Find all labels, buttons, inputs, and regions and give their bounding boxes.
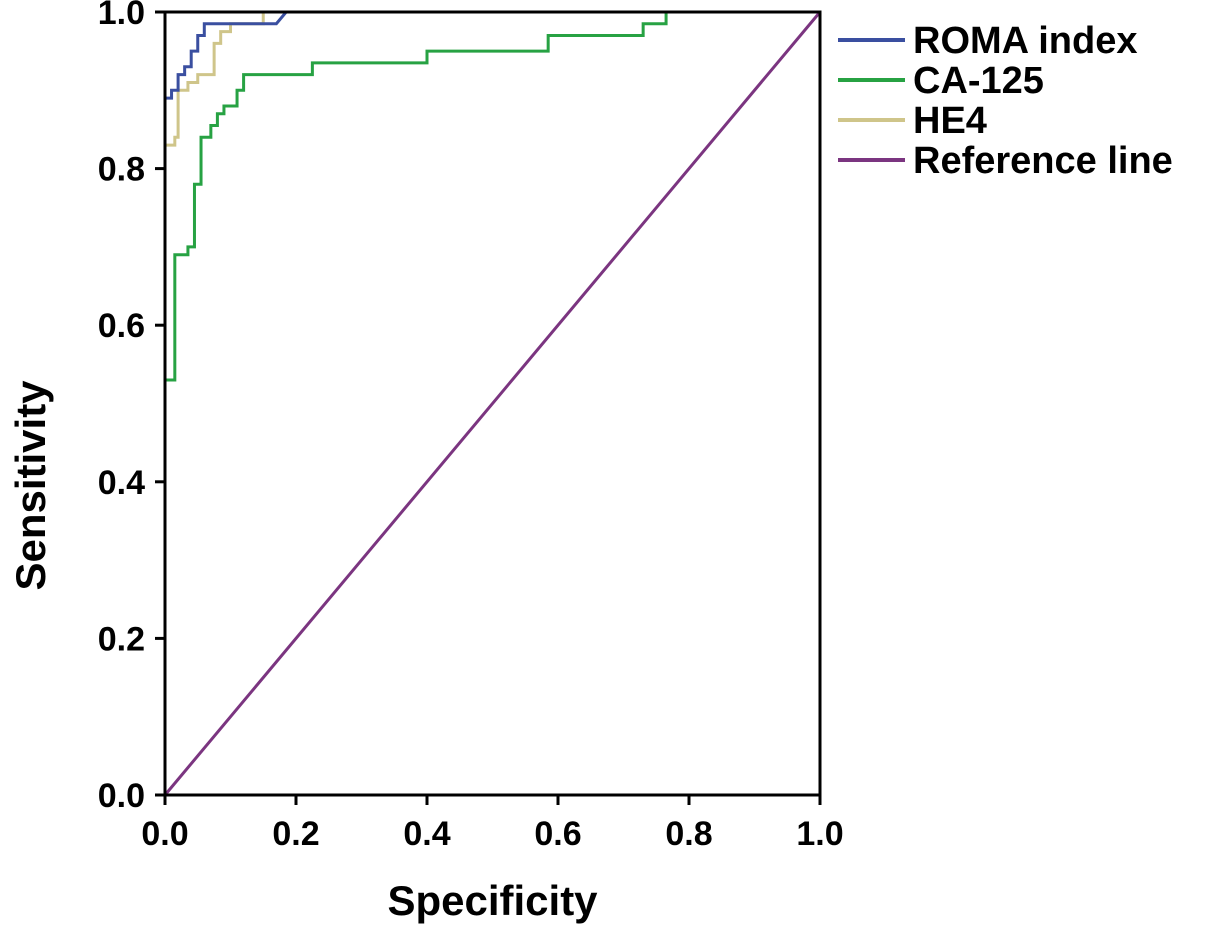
y-tick-label: 0.0 [98,777,145,815]
series-line-ca-125 [163,10,820,795]
legend-label: ROMA index [913,20,1138,62]
y-tick-label: 1.0 [98,0,145,32]
y-tick-label: 0.6 [98,307,145,345]
legend-label: HE4 [913,100,987,142]
x-tick-label: 1.0 [796,815,843,853]
x-tick-label: 0.4 [403,815,450,853]
y-axis-title: Sensitivity [7,380,54,591]
legend-label: Reference line [913,140,1173,182]
legend-item: HE4 [838,100,987,142]
y-tick-label: 0.8 [98,151,145,189]
y-tick-label: 0.2 [98,620,145,658]
x-tick-label: 0.8 [665,815,712,853]
legend-item: Reference line [838,140,1173,182]
y-tick-label: 0.4 [98,464,145,502]
series-line-roma-index [163,10,820,795]
legend-label: CA-125 [913,60,1044,102]
series-layer [163,10,822,796]
x-tick-label: 0.0 [141,815,188,853]
x-axis-title: Specificity [387,877,598,924]
plot-frame [163,10,822,797]
axis-ticks: 0.0 0.2 0.4 0.6 0.8 1.0 0.0 0.2 0.4 0.6 0.8 1.0 [98,0,844,853]
series-line-reference-line [163,11,822,796]
x-tick-label: 0.2 [272,815,319,853]
legend-item: CA-125 [838,60,1044,102]
legend-item: ROMA index [838,20,1138,62]
x-tick-label: 0.6 [534,815,581,853]
